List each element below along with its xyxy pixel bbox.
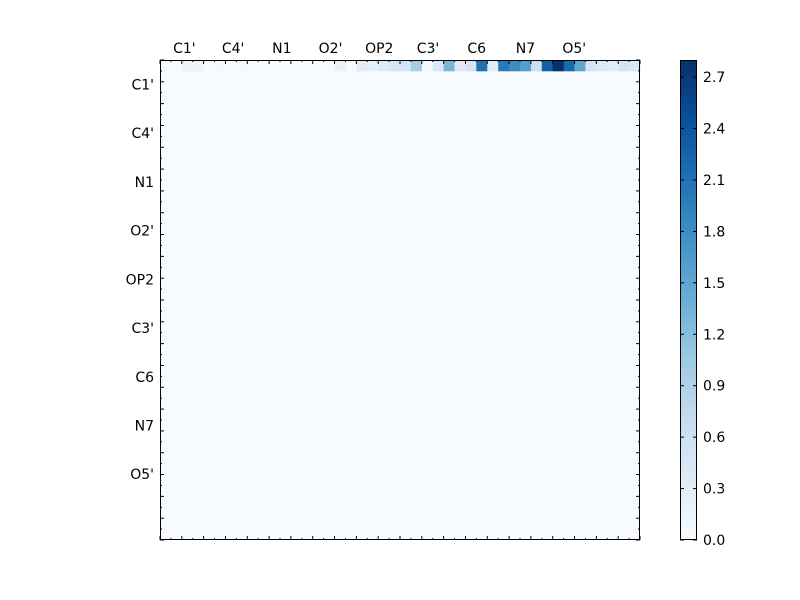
colorbar-tick-label: 0.0 <box>703 533 725 549</box>
heatmap-cell <box>552 60 565 72</box>
y-tick-label: O2' <box>130 224 154 240</box>
heatmap-cell <box>563 60 575 72</box>
colorbar-tick-label: 2.4 <box>703 122 725 138</box>
heatmap-cell <box>432 60 445 72</box>
heatmap-cell <box>509 60 521 72</box>
heatmap-cell <box>400 60 412 72</box>
heatmap-cell <box>476 60 488 72</box>
colorbar-tick-label: 1.5 <box>703 276 725 292</box>
colorbar-tick-label: 1.2 <box>703 327 725 343</box>
heatmap-cell <box>378 60 390 72</box>
x-tick-labels: C1' C4' N1 O2' OP2 C3' C6 N7 O5' <box>173 41 586 57</box>
x-tick-label: C3' <box>417 41 440 57</box>
heatmap-cell <box>487 60 499 72</box>
heatmap-cell <box>454 60 466 72</box>
x-tick-label: C4' <box>222 41 245 57</box>
y-tick-label: C4' <box>131 126 154 142</box>
heatmap-cell <box>498 60 510 72</box>
heatmap-cell <box>192 60 205 72</box>
x-tick-label: N1 <box>272 41 291 57</box>
colorbar-tick-label: 2.7 <box>703 70 725 86</box>
x-tick-label: O5' <box>562 41 586 57</box>
y-tick-label: OP2 <box>126 272 154 288</box>
heatmap-cells <box>160 60 641 540</box>
y-tick-label: O5' <box>130 467 154 483</box>
y-tick-label: C6 <box>135 370 154 386</box>
heatmap-cell <box>181 60 194 72</box>
x-tick-label: OP2 <box>365 41 393 57</box>
y-tick-label: C1' <box>131 77 154 93</box>
axis-ticks <box>159 59 641 541</box>
colorbar <box>680 60 697 540</box>
heatmap-cell <box>236 60 248 72</box>
heatmap-cell <box>585 60 597 72</box>
x-tick-label: C6 <box>467 41 486 57</box>
x-tick-label: O2' <box>319 41 343 57</box>
heatmap-cell <box>443 60 455 72</box>
colorbar-tick-label: 0.6 <box>703 430 725 446</box>
colorbar-tick-label: 2.1 <box>703 173 725 189</box>
y-tick-labels: C1' C4' N1 O2' OP2 C3' C6 N7 O5' <box>126 77 154 483</box>
heatmap-cell <box>574 60 586 72</box>
y-tick-label: N1 <box>135 175 154 191</box>
heatmap-cell <box>334 60 346 72</box>
heatmap-cell <box>530 60 543 72</box>
y-tick-label: C3' <box>131 321 154 337</box>
heatmap-cell <box>607 60 619 72</box>
heatmap-cell <box>389 60 401 72</box>
colorbar-tick-label: 0.3 <box>703 482 725 498</box>
heatmap-cell <box>618 60 630 72</box>
heatmap-cell <box>629 60 641 72</box>
heatmap-cell <box>356 60 368 72</box>
heatmap-cell <box>465 60 477 72</box>
heatmap-cell <box>596 60 608 72</box>
x-tick-label: N7 <box>516 41 535 57</box>
colorbar-tick-label: 1.8 <box>703 224 725 240</box>
heatmap-cell <box>520 60 532 72</box>
heatmap-background <box>160 60 640 540</box>
colorbar-ticks: 0.0 0.3 0.6 0.9 1.2 1.5 1.8 2.1 2.4 2.7 <box>680 70 725 549</box>
x-tick-label: C1' <box>173 41 196 57</box>
heatmap-cell <box>421 60 434 72</box>
colorbar-tick-label: 0.9 <box>703 379 725 395</box>
heatmap-cell <box>367 60 379 72</box>
heatmap-cell <box>214 60 226 72</box>
heatmap-cell <box>541 60 554 72</box>
heatmap-cell <box>410 60 423 72</box>
y-tick-label: N7 <box>135 418 154 434</box>
